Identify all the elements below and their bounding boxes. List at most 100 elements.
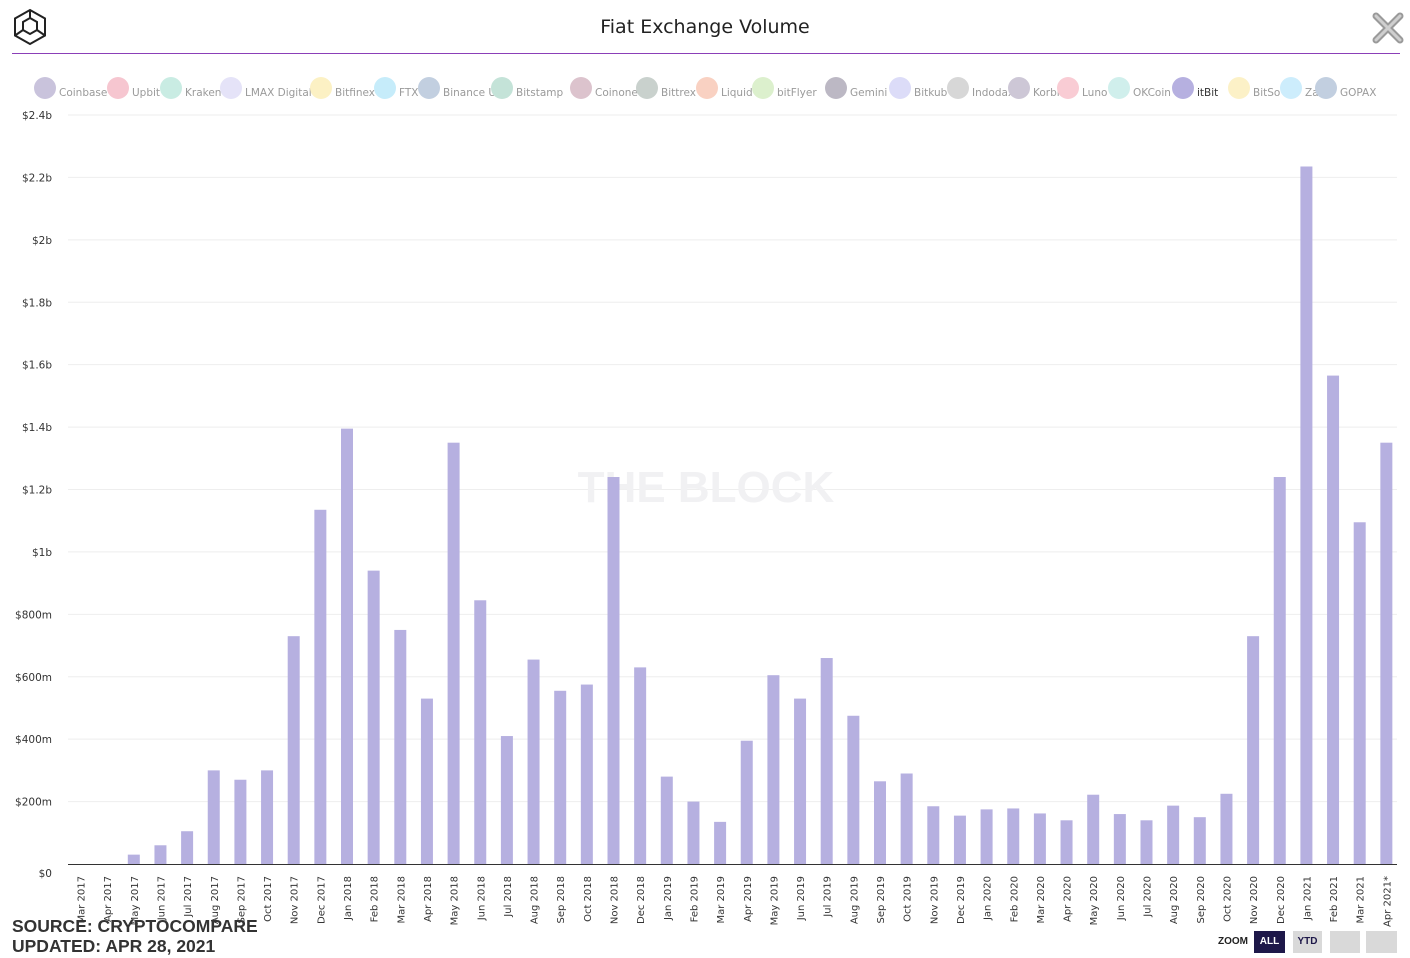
x-tick-label: Jun 2020 <box>1116 876 1127 921</box>
bar[interactable] <box>527 659 540 864</box>
x-tick-label: Jul 2018 <box>503 876 514 918</box>
bar[interactable] <box>1380 442 1393 864</box>
y-tick-label: $600m <box>15 672 52 684</box>
source-text: SOURCE: CRYPTOCOMPARE <box>12 916 258 936</box>
bar[interactable] <box>1220 793 1233 864</box>
the-block-cube-icon <box>14 8 46 46</box>
bar[interactable] <box>154 845 167 864</box>
zoom-label: ZOOM <box>1218 936 1248 947</box>
zoom-option-button[interactable] <box>1366 931 1397 953</box>
bar[interactable] <box>1327 375 1340 864</box>
bar[interactable] <box>874 781 886 864</box>
x-tick-label: Aug 2018 <box>530 876 541 924</box>
legend-swatch <box>1280 77 1302 99</box>
bar[interactable] <box>261 770 274 864</box>
y-tick-label: $800m <box>15 609 52 621</box>
bar[interactable] <box>181 831 194 864</box>
bar[interactable] <box>1167 805 1180 864</box>
legend-label: Kraken <box>185 87 222 99</box>
bar[interactable] <box>1353 522 1366 864</box>
zoom-option-button[interactable] <box>1330 931 1360 953</box>
bar[interactable] <box>127 854 140 864</box>
bar[interactable] <box>367 570 380 864</box>
x-tick-label: Mar 2021 <box>1356 876 1367 924</box>
y-tick-label: $200m <box>15 797 52 809</box>
close-x-icon[interactable] <box>1370 10 1406 46</box>
bar[interactable] <box>474 600 487 864</box>
bar[interactable] <box>953 815 966 864</box>
bar[interactable] <box>740 740 753 864</box>
zoom-ytd-button[interactable]: YTD <box>1293 931 1322 953</box>
bar[interactable] <box>1300 166 1313 864</box>
bar[interactable] <box>1247 636 1260 864</box>
bar[interactable] <box>980 809 993 864</box>
bar[interactable] <box>687 801 700 864</box>
bar[interactable] <box>767 675 780 864</box>
bar[interactable] <box>660 776 673 864</box>
bar[interactable] <box>1113 814 1126 864</box>
zoom-all-button[interactable]: ALL <box>1254 931 1285 953</box>
y-tick-label: $1.6b <box>22 360 52 372</box>
bar[interactable] <box>1060 820 1073 864</box>
bar[interactable] <box>820 658 833 864</box>
y-tick-label: $2.4b <box>22 110 52 122</box>
bar[interactable] <box>287 636 300 864</box>
bar[interactable] <box>794 698 807 864</box>
x-tick-label: Feb 2019 <box>689 876 700 922</box>
bar[interactable] <box>634 667 647 864</box>
legend-swatch <box>1228 77 1250 99</box>
bar[interactable] <box>394 629 407 864</box>
legend-swatch <box>374 77 396 99</box>
bar[interactable] <box>314 509 327 864</box>
bar[interactable] <box>1273 477 1286 864</box>
legend-label: Liquid <box>721 87 753 99</box>
bar[interactable] <box>900 773 913 864</box>
x-tick-label: Oct 2017 <box>263 876 274 922</box>
bar[interactable] <box>234 779 247 864</box>
bar-chart: $0 $200m $400m $600m $800m $1b $1.2b $1.4b $1.6b… <box>15 110 1397 927</box>
x-tick-label: Feb 2018 <box>370 876 381 922</box>
legend-label: Bitstamp <box>516 87 564 99</box>
bar[interactable] <box>341 428 353 864</box>
bar[interactable] <box>714 821 727 864</box>
y-tick-label: $1.4b <box>22 422 52 434</box>
x-tick-label: Dec 2020 <box>1276 876 1287 924</box>
bar[interactable] <box>1033 813 1046 864</box>
x-tick-label: Jun 2017 <box>156 876 167 921</box>
x-tick-label: Dec 2019 <box>956 876 967 924</box>
x-tick-label: Nov 2018 <box>610 876 621 924</box>
bar[interactable] <box>500 736 513 864</box>
bar[interactable] <box>607 477 620 864</box>
source-note: SOURCE: CRYPTOCOMPARE UPDATED: APR 28, 2… <box>12 916 258 956</box>
legend-swatch <box>1057 77 1079 99</box>
x-tick-label: Nov 2017 <box>290 876 301 924</box>
bar[interactable] <box>554 690 567 864</box>
legend-label: Indodax <box>972 87 1015 99</box>
x-tick-label: Jan 2019 <box>663 876 674 921</box>
legend-label: Bitkub <box>914 87 948 99</box>
y-tick-label: $400m <box>15 734 52 746</box>
legend-label: Korbit <box>1033 87 1064 99</box>
bar[interactable] <box>420 698 433 864</box>
bar[interactable] <box>927 806 940 864</box>
x-tick-label: May 2018 <box>450 876 461 925</box>
bar[interactable] <box>1140 820 1153 864</box>
x-tick-label: Dec 2018 <box>636 876 647 924</box>
bar[interactable] <box>447 442 460 864</box>
x-tick-label: Mar 2017 <box>77 876 88 924</box>
x-tick-label: Oct 2018 <box>583 876 594 922</box>
x-tick-label: May 2017 <box>130 876 141 925</box>
bar[interactable] <box>1193 817 1206 864</box>
bar[interactable] <box>847 715 860 864</box>
legend-swatch <box>107 77 129 99</box>
legend-swatch <box>1315 77 1337 99</box>
legend-swatch <box>160 77 182 99</box>
x-tick-label: Apr 2021* <box>1382 876 1393 927</box>
bar[interactable] <box>580 684 593 864</box>
x-tick-label: Nov 2019 <box>929 876 940 924</box>
x-tick-label: Sep 2020 <box>1196 876 1207 923</box>
bar[interactable] <box>207 770 220 864</box>
bar[interactable] <box>1087 794 1100 864</box>
legend-label: bitFlyer <box>777 87 817 99</box>
bar[interactable] <box>1007 808 1020 864</box>
